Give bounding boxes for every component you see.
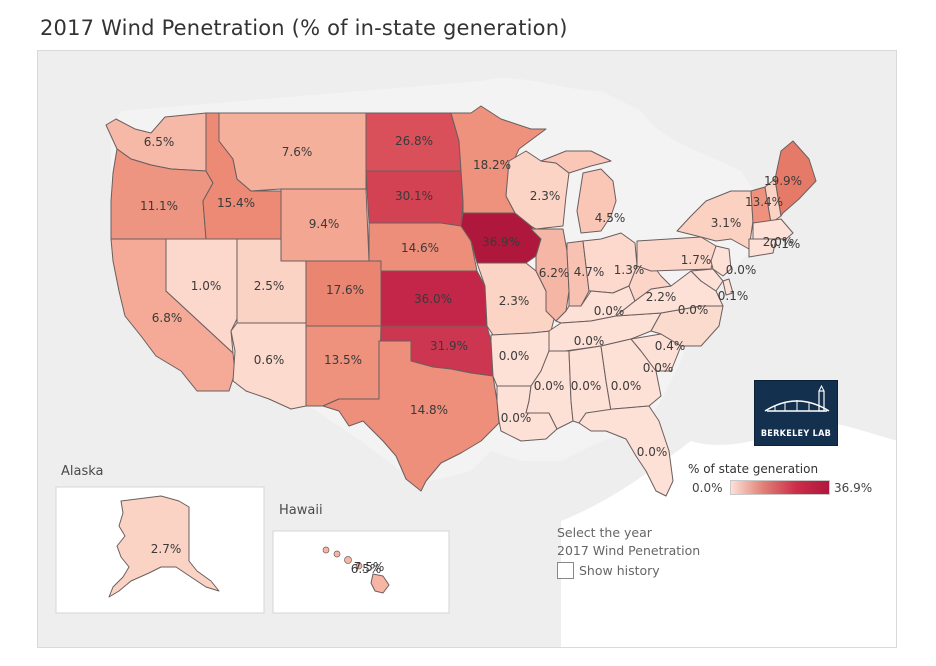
label-NM: 13.5% (324, 353, 362, 367)
label-CO: 17.6% (326, 283, 364, 297)
label-TN: 0.0% (574, 334, 605, 348)
label-HI-overlap: 7.5% (354, 560, 385, 574)
show-history-label[interactable]: Show history (579, 563, 660, 578)
label-ID: 15.4% (217, 196, 255, 210)
label-MS: 0.0% (534, 379, 565, 393)
year-controls: Select the year 2017 Wind Penetration Sh… (557, 524, 700, 579)
label-KY: 0.0% (594, 304, 625, 318)
state-ME[interactable] (774, 140, 817, 217)
year-prompt: Select the year (557, 525, 652, 540)
state-FL[interactable] (578, 405, 674, 497)
state-AK[interactable] (108, 495, 220, 598)
legend-color-bar (730, 480, 830, 495)
legend-min: 0.0% (692, 481, 723, 495)
label-NY: 3.1% (711, 216, 742, 230)
label-NE-small: 2.0% (763, 235, 794, 249)
label-VT: 13.4% (745, 195, 783, 209)
label-WI: 2.3% (530, 189, 561, 203)
label-LA: 0.0% (501, 411, 532, 425)
hi-island-4 (355, 562, 363, 570)
label-MN: 18.2% (473, 158, 511, 172)
legend-title: % of state generation (688, 462, 819, 476)
label-SD: 30.1% (395, 189, 433, 203)
state-MI-upper[interactable] (540, 150, 612, 174)
label-AZ: 0.6% (254, 353, 285, 367)
label-AR: 0.0% (499, 349, 530, 363)
show-history-checkbox[interactable] (557, 562, 574, 579)
label-NC: 0.4% (655, 339, 686, 353)
label-MD: 0.1% (718, 289, 749, 303)
state-NJ[interactable] (710, 245, 732, 277)
state-TX[interactable] (322, 340, 500, 492)
label-HI: 6.5% (351, 562, 382, 576)
label-WA: 6.5% (144, 135, 175, 149)
page-title: 2017 Wind Penetration (% of in-state gen… (40, 16, 568, 40)
label-FL: 0.0% (637, 445, 668, 459)
label-WV: 2.2% (646, 290, 677, 304)
label-AK: 2.7% (151, 542, 182, 556)
lab-building-icon (764, 384, 830, 412)
map-frame[interactable]: 6.5% 11.1% 6.8% 1.0% 15.4% 7.6% 9.4% 2.5… (37, 50, 897, 648)
legend-max: 36.9% (834, 481, 873, 495)
label-SC: 0.0% (643, 361, 674, 375)
label-OR: 11.1% (140, 199, 178, 213)
hi-island-3 (344, 556, 352, 564)
label-KS: 36.0% (414, 292, 452, 306)
label-OH: 1.3% (614, 263, 645, 277)
label-GA: 0.0% (611, 379, 642, 393)
berkeley-lab-logo: BERKELEY LAB (754, 380, 838, 446)
state-DE[interactable] (722, 278, 734, 296)
state-MD[interactable] (690, 268, 724, 292)
us-map[interactable]: 6.5% 11.1% 6.8% 1.0% 15.4% 7.6% 9.4% 2.5… (38, 51, 897, 648)
label-MI: 4.5% (595, 211, 626, 225)
hi-island-2 (333, 550, 341, 558)
show-history-row[interactable]: Show history (557, 562, 700, 579)
label-MT: 7.6% (282, 145, 313, 159)
label-NE: 14.6% (401, 241, 439, 255)
label-IL: 6.2% (539, 266, 570, 280)
label-TX: 14.8% (410, 403, 448, 417)
label-VA: 0.0% (678, 303, 709, 317)
hi-island-1 (322, 546, 330, 554)
label-NV: 1.0% (191, 279, 222, 293)
hawaii-inset (272, 530, 450, 614)
label-NJ: 0.0% (726, 263, 757, 277)
label-UT: 2.5% (254, 279, 285, 293)
label-ND: 26.8% (395, 134, 433, 148)
label-WY: 9.4% (309, 217, 340, 231)
label-OK: 31.9% (430, 339, 468, 353)
label-CA: 6.8% (152, 311, 183, 325)
hawaii-title: Hawaii (279, 503, 323, 518)
state-IL[interactable] (530, 228, 570, 322)
label-PA: 1.7% (681, 253, 712, 267)
state-NE[interactable] (368, 222, 478, 272)
state-HI[interactable] (370, 573, 390, 594)
year-selection[interactable]: 2017 Wind Penetration (557, 543, 701, 558)
alaska-title: Alaska (61, 464, 104, 479)
state-CT[interactable] (748, 238, 777, 258)
label-IA: 36.9% (482, 235, 520, 249)
label-MA: 0.1% (770, 237, 801, 251)
label-ME: 19.9% (764, 174, 802, 188)
label-IN: 4.7% (574, 265, 605, 279)
logo-text: BERKELEY LAB (760, 429, 832, 439)
state-MA[interactable] (752, 218, 794, 240)
state-WI[interactable] (505, 150, 570, 230)
state-MI[interactable] (576, 168, 617, 234)
label-MO: 2.3% (499, 294, 530, 308)
label-AL: 0.0% (571, 379, 602, 393)
